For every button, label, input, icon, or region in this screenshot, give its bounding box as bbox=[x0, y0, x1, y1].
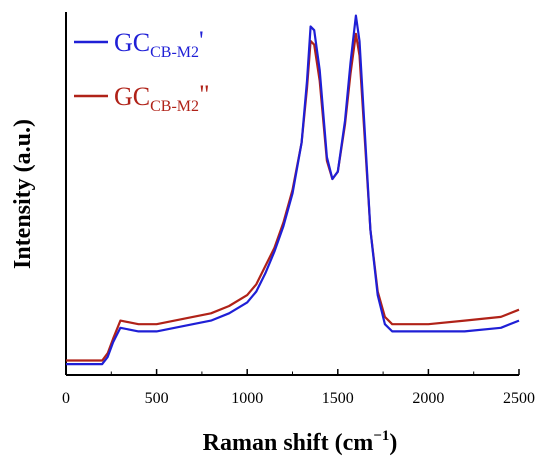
x-tick-label: 1000 bbox=[231, 390, 263, 407]
legend: GCCB-M2' GCCB-M2" bbox=[74, 26, 210, 115]
series-layer bbox=[66, 14, 520, 366]
x-axis-title-sup: −1 bbox=[373, 428, 389, 444]
x-tick-label: 1500 bbox=[322, 390, 354, 407]
x-tick-label: 2000 bbox=[412, 390, 444, 407]
x-axis-title-main: Raman shift (cm bbox=[203, 430, 374, 456]
x-tick-label: 2500 bbox=[503, 390, 535, 407]
x-axis-title-suffix: ) bbox=[389, 430, 397, 456]
x-ticks: 0 500 1000 1500 2000 2500 bbox=[62, 369, 535, 407]
y-axis-title: Intensity (a.u.) bbox=[10, 119, 36, 269]
x-tick-label: 500 bbox=[145, 390, 169, 407]
legend-label-1: GCCB-M2' bbox=[114, 26, 204, 61]
series-line-1 bbox=[66, 14, 520, 366]
x-tick-label: 0 bbox=[62, 390, 70, 407]
legend-label-2: GCCB-M2" bbox=[114, 80, 210, 115]
x-axis-title: Raman shift (cm−1) bbox=[203, 428, 398, 456]
